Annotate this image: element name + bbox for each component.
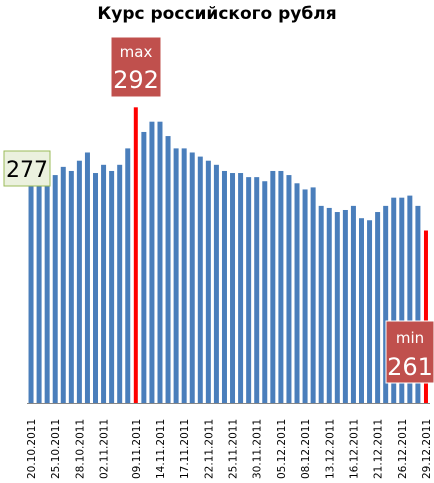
bar: [358, 218, 364, 403]
x-tick-label: 14.11.2011: [155, 419, 167, 479]
bar: [278, 170, 284, 403]
bar: [213, 164, 219, 403]
bar: [189, 152, 195, 403]
x-tick-label: 30.11.2011: [252, 419, 264, 479]
start-callout-box: [3, 150, 51, 187]
bar: [399, 197, 405, 403]
bar: [230, 173, 236, 403]
min-callout-box: [385, 320, 434, 384]
bar: [165, 136, 171, 403]
bar: [310, 187, 316, 403]
x-tick-label: 29.12.2011: [421, 419, 433, 479]
bar: [52, 175, 58, 403]
bar: [350, 205, 356, 403]
x-tick-label: 02.11.2011: [99, 419, 111, 479]
x-tick-label: 13.12.2011: [324, 419, 336, 479]
x-tick-label: 28.10.2011: [74, 419, 86, 479]
bar: [197, 156, 203, 403]
bar: [342, 209, 348, 403]
bar: [125, 148, 131, 403]
bar-highlight: [423, 230, 428, 403]
bar: [286, 175, 292, 403]
x-tick-label: 25.10.2011: [50, 419, 62, 479]
bar: [141, 131, 147, 403]
x-tick-label: 05.12.2011: [276, 419, 288, 479]
bar: [157, 121, 163, 403]
bar: [238, 173, 244, 403]
x-tick-label: 20.10.2011: [26, 419, 38, 479]
bar: [109, 170, 115, 403]
bar: [415, 205, 421, 403]
x-tick-label: 17.11.2011: [179, 419, 191, 479]
bar: [262, 181, 268, 403]
bar: [318, 205, 324, 403]
bar: [375, 212, 381, 403]
bar: [294, 183, 300, 403]
bar: [205, 160, 211, 403]
start-callout-value: 277: [6, 158, 48, 183]
bar: [60, 166, 66, 403]
chart-title: Курс российского рубля: [97, 4, 337, 24]
bar: [149, 121, 155, 403]
min-callout-label: min: [396, 329, 424, 347]
bar: [254, 177, 260, 403]
bar: [334, 212, 340, 403]
bar: [181, 148, 187, 403]
bar: [76, 160, 82, 403]
bar: [302, 189, 308, 403]
max-callout-label: max: [120, 43, 153, 61]
bar: [326, 207, 332, 403]
bar: [44, 183, 50, 403]
bar: [36, 181, 42, 403]
bar: [367, 220, 373, 403]
max-callout-value: 292: [113, 66, 159, 94]
bar: [173, 148, 179, 403]
bar: [101, 164, 107, 403]
bar: [68, 170, 74, 403]
x-tick-label: 08.12.2011: [300, 419, 312, 479]
bar: [246, 177, 252, 403]
x-tick-label: 09.11.2011: [131, 419, 143, 479]
x-tick-label: 25.11.2011: [228, 419, 240, 479]
bar: [391, 197, 397, 403]
bar: [407, 195, 413, 403]
x-tick-label: 21.12.2011: [373, 419, 385, 479]
x-tick-label: 22.11.2011: [203, 419, 215, 479]
bar: [383, 205, 389, 403]
x-tick-label: 16.12.2011: [348, 419, 360, 479]
max-callout-box: [110, 36, 162, 98]
bar: [84, 152, 90, 403]
bar-highlight: [133, 107, 138, 403]
min-callout-value: 261: [387, 353, 433, 381]
bar: [28, 179, 34, 403]
bar: [117, 164, 123, 403]
bar: [93, 173, 99, 403]
bar: [221, 170, 227, 403]
bar: [270, 170, 276, 403]
x-tick-label: 26.12.2011: [397, 419, 409, 479]
